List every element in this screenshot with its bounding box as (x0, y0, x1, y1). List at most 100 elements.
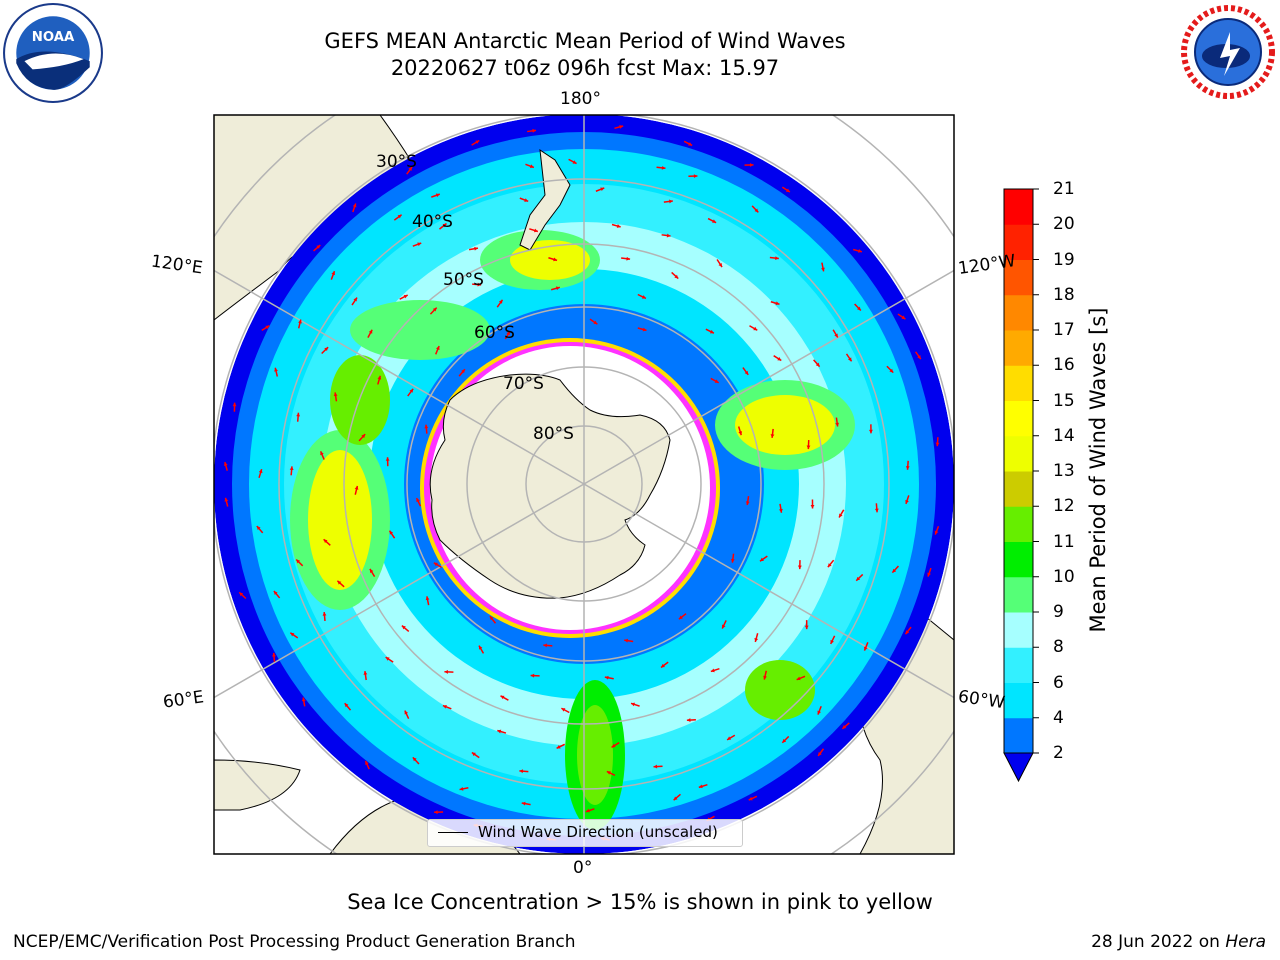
wave-direction-arrowhead (917, 355, 921, 360)
wave-direction-arrowhead (471, 752, 476, 757)
colorbar-segment (1004, 717, 1033, 754)
wave-direction-arrowhead (934, 530, 939, 535)
wave-direction-arrowhead (864, 646, 868, 651)
new-zealand (519, 148, 571, 251)
wave-direction-arrowhead (555, 286, 560, 291)
wave-direction-arrowhead (901, 315, 906, 320)
colorbar-segment (1004, 612, 1033, 648)
colorbar (1003, 188, 1039, 783)
wave-direction-arrowhead (506, 331, 510, 336)
wave-direction-arrowhead (927, 572, 931, 577)
colorbar-segment (1004, 330, 1033, 366)
wave-direction-arrowhead (354, 485, 359, 490)
wave-direction-arrowhead (714, 379, 719, 383)
wave-direction-arrowhead (653, 764, 658, 769)
footer-date-text: 28 Jun 2022 on (1091, 932, 1226, 952)
wave-direction-arrowhead (753, 326, 758, 331)
wave-direction-arrowhead (797, 565, 802, 570)
wave-direction-arrowhead (258, 469, 263, 474)
wave-direction-arrowhead (553, 257, 558, 262)
wave-direction-arrowhead (830, 639, 834, 644)
wave-direction-arrowhead (738, 431, 743, 436)
wave-direction-arrowhead (301, 697, 306, 702)
wave-direction-arrowhead (273, 590, 278, 595)
wave-direction-arrowhead (778, 508, 783, 513)
wave-direction-arrowhead (624, 638, 628, 643)
wave-direction-arrowhead (585, 808, 590, 813)
wave-direction-arrowhead (770, 434, 775, 438)
wave-direction-arrowhead (519, 769, 524, 774)
wave-direction-arrowhead (827, 563, 832, 568)
wave-direction-arrowhead (754, 208, 759, 213)
colorbar-tick-label: 14 (1053, 425, 1075, 446)
wave-direction-arrowhead (436, 345, 440, 350)
wave-direction-arrowhead (404, 710, 409, 715)
wave-direction-arrowhead (712, 219, 717, 223)
wave-direction-arrowhead (331, 271, 336, 276)
wave-direction-arrowhead (320, 451, 324, 456)
wave-direction-arrowhead (344, 703, 349, 708)
wave-direction-arrowhead (433, 562, 438, 567)
wave-direction-arrowhead (274, 367, 278, 372)
colorbar-segment (1004, 365, 1033, 401)
wave-direction-arrowhead (858, 249, 862, 253)
wave-direction-arrowhead (434, 810, 438, 815)
colorbar-tick-label: 16 (1053, 355, 1075, 376)
lat-label-30s: 30°S (376, 152, 417, 172)
wave-direction-arrowhead (782, 738, 787, 743)
wave-direction-arrowhead (432, 307, 437, 312)
wave-direction-arrowhead (461, 369, 465, 374)
wave-direction-arrowhead (722, 624, 726, 629)
wave-direction-arrowhead (669, 199, 673, 204)
wave-direction-arrowhead (223, 462, 228, 466)
colorbar-segment (1004, 541, 1033, 578)
wave-direction-arrowhead (616, 224, 621, 228)
colorbar-tick-label: 12 (1053, 496, 1075, 517)
colorbar-tick-label: 13 (1053, 461, 1075, 481)
wave-direction-arrowhead (759, 557, 764, 562)
wave-direction-arrowhead (401, 625, 406, 630)
noaa-logo-icon: NOAA (3, 3, 103, 103)
caption: Sea Ice Concentration > 15% is shown in … (347, 890, 933, 914)
lon-label-0: 0° (573, 858, 593, 878)
wave-direction-arrowhead (842, 725, 847, 729)
wave-direction-arrowhead (478, 645, 483, 650)
colorbar-segment (1004, 576, 1033, 613)
wave-direction-arrowhead (710, 668, 715, 673)
wave-direction-arrowhead (660, 663, 665, 668)
wave-direction-arrowhead (475, 140, 480, 144)
wave-direction-arrowhead (224, 497, 229, 502)
colorbar-tick-label: 21 (1053, 179, 1075, 199)
wave-direction-arrowhead (289, 466, 294, 471)
graticule (214, 115, 954, 854)
colorbar-segment (1004, 224, 1033, 260)
map-legend: Wind Wave Direction (unscaled) (427, 819, 743, 847)
wave-direction-arrowhead (296, 559, 301, 564)
wave-direction-arrowhead (533, 228, 538, 233)
wave-direction-arrowhead (529, 164, 534, 169)
colorbar-segment (1004, 435, 1033, 472)
wave-direction-arrowhead (631, 702, 635, 707)
wave-direction-arrowhead (556, 745, 561, 749)
chart-subtitle: 20220627 t06z 096h fcst Max: 15.97 (390, 56, 780, 80)
colorbar-tick-label: 19 (1053, 249, 1075, 270)
wave-direction-arrowhead (642, 327, 647, 332)
wave-direction-arrowhead (368, 329, 373, 334)
wave-direction-arrowhead (385, 657, 390, 661)
wave-direction-arrowhead (477, 282, 482, 287)
colorbar-label: Mean Period of Wind Waves [s] (1086, 307, 1110, 633)
wave-direction-arrowhead (498, 299, 503, 304)
wave-direction-arrowhead (889, 368, 894, 373)
wave-direction-arrowhead (674, 274, 679, 279)
wave-direction-arrowhead (666, 233, 671, 238)
wave-direction-arrowhead (785, 188, 790, 193)
wave-direction-arrowhead (745, 501, 750, 506)
wave-direction-arrowhead (604, 675, 609, 680)
colorbar-segment (1004, 294, 1033, 331)
wave-direction-arrowhead (848, 357, 852, 362)
wave-direction-arrowhead (543, 643, 548, 648)
wave-direction-arrowhead (561, 708, 566, 712)
wave-direction-arrowhead (806, 445, 811, 450)
wave-direction-arrowhead (521, 801, 526, 806)
wave-direction-arrowhead (408, 166, 413, 171)
